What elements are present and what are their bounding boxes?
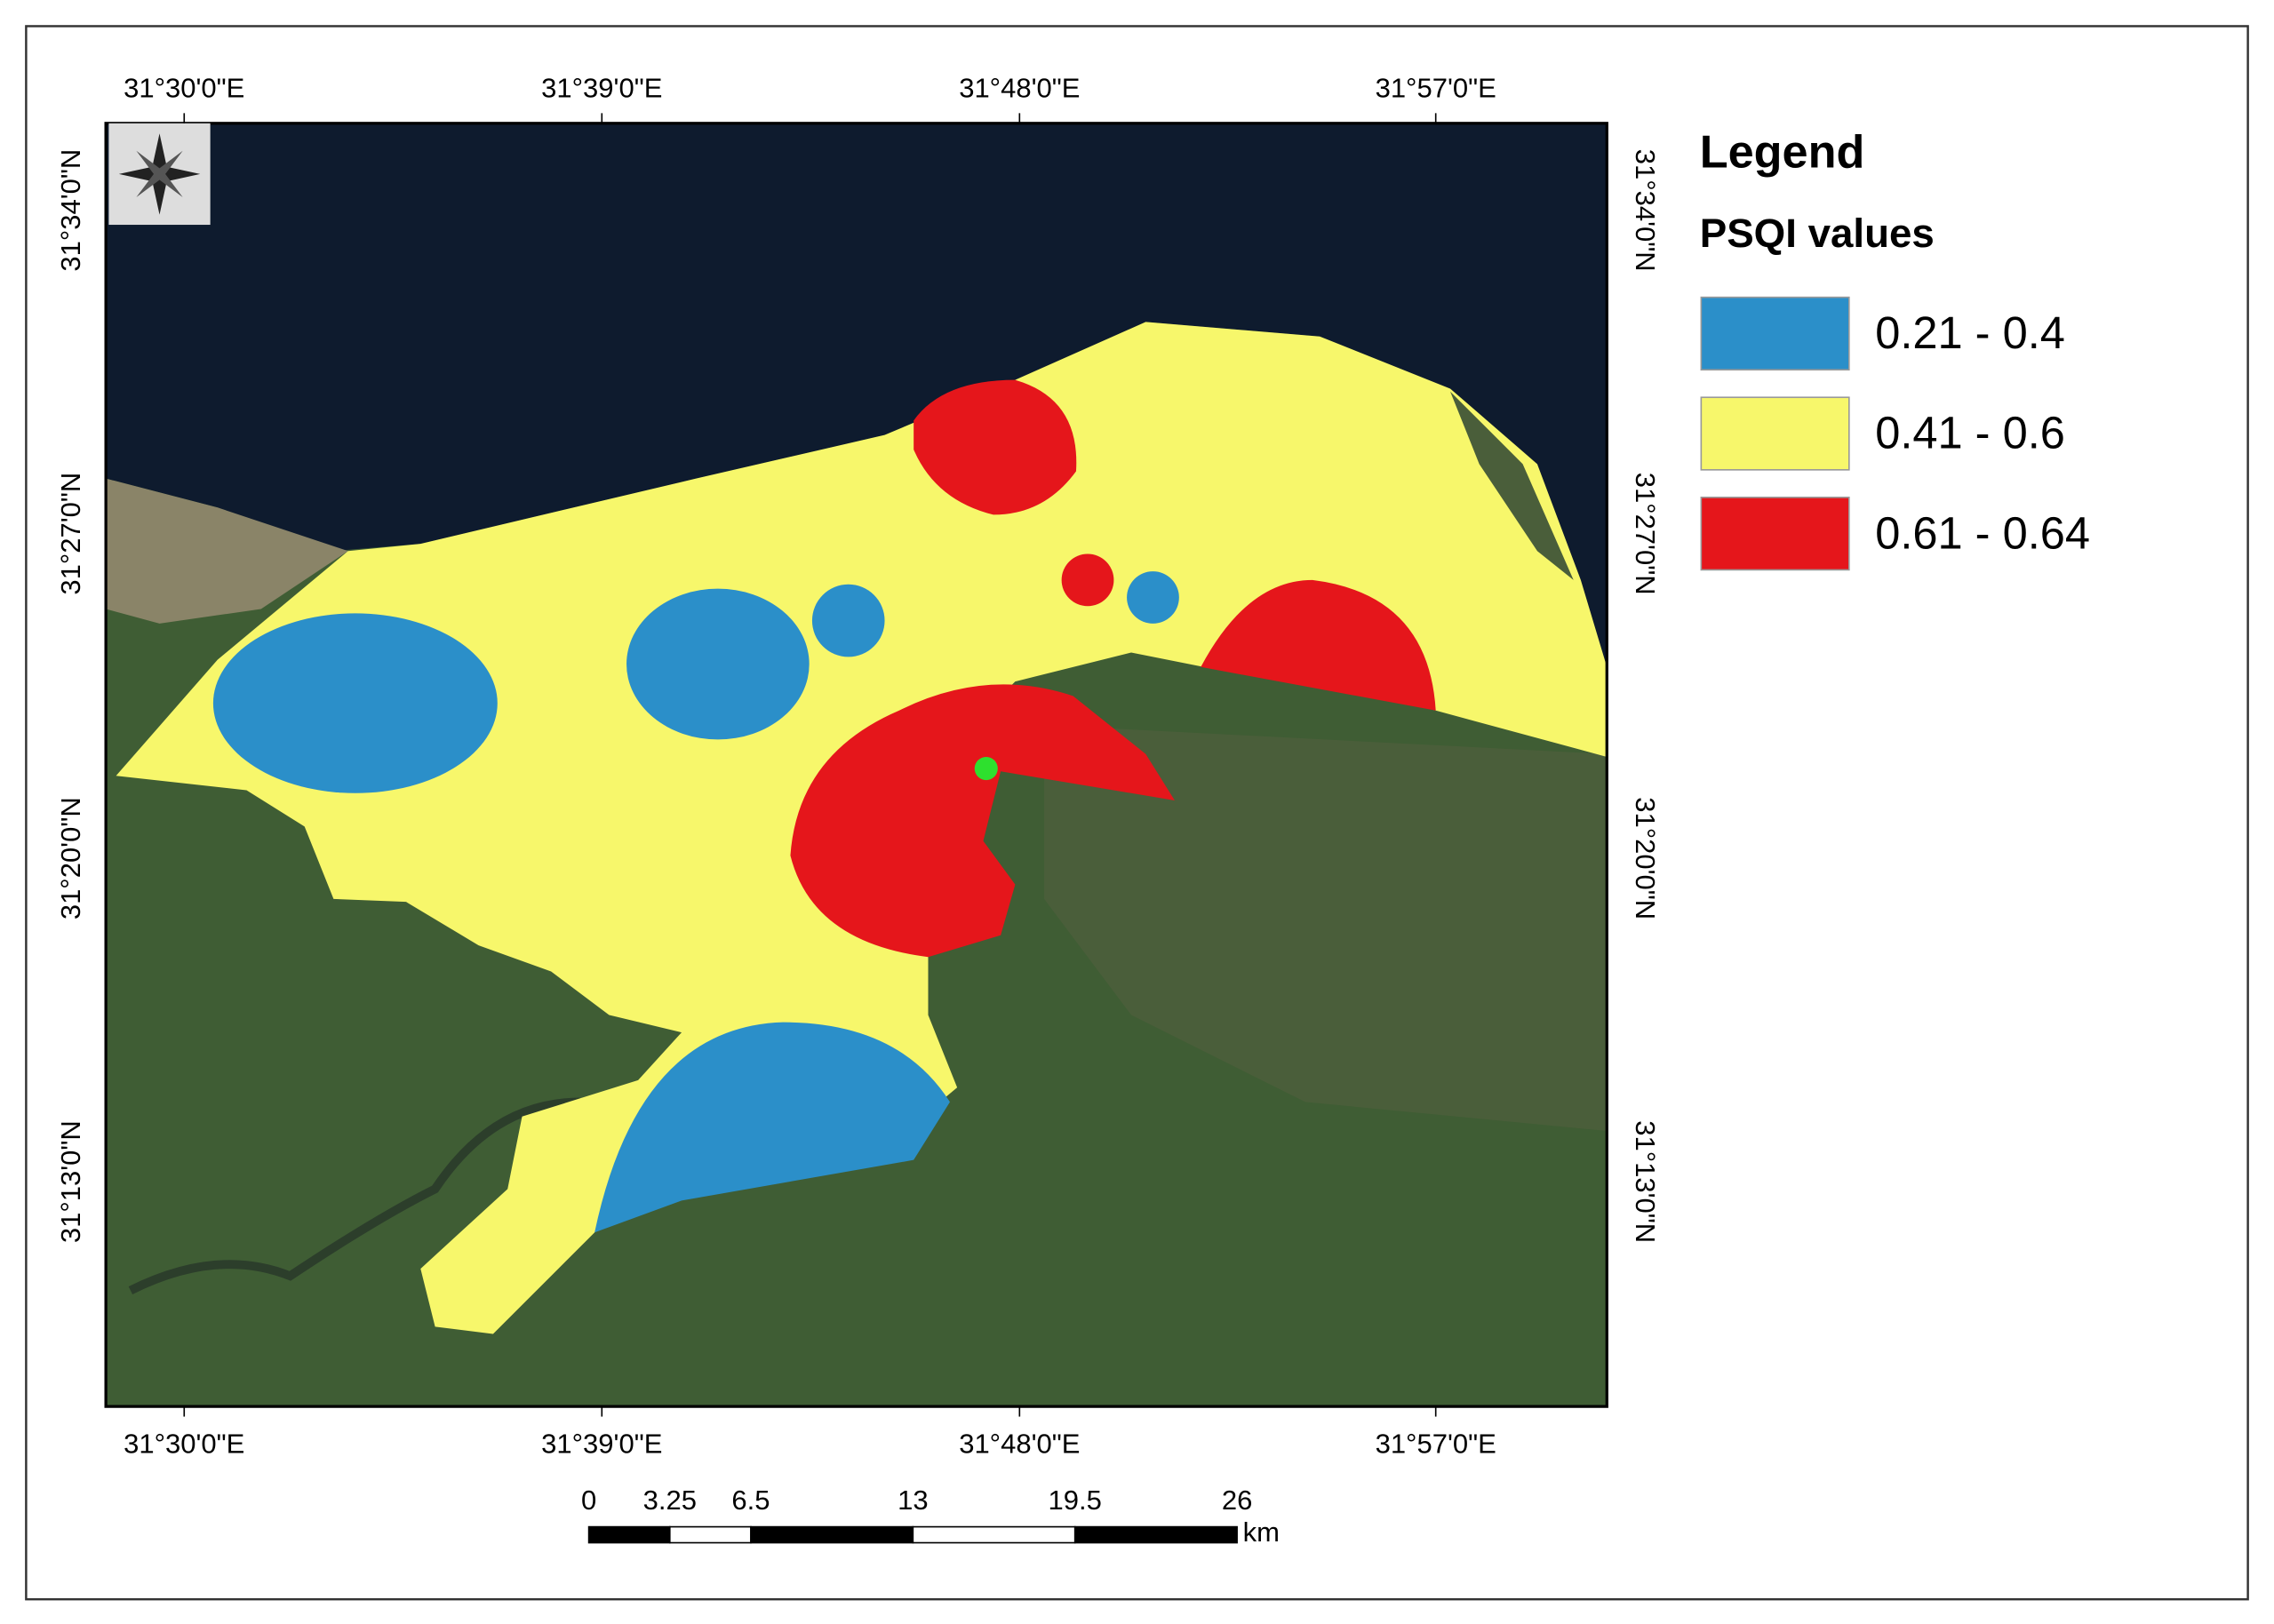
latitude-label: 31°27'0"N [55, 473, 86, 595]
longitude-label: 31°48'0"E [959, 1428, 1080, 1459]
scale-segment [587, 1525, 671, 1544]
map-frame [104, 122, 1608, 1408]
psqi-zone [1127, 571, 1179, 624]
psqi-zone [1061, 553, 1114, 607]
scale-segment [668, 1525, 752, 1544]
legend-swatch [1700, 497, 1850, 571]
longitude-label: 31°57'0"E [1376, 72, 1496, 103]
legend-title: Legend [1700, 126, 1865, 178]
longitude-label: 31°39'0"E [541, 72, 662, 103]
psqi-zone [594, 1022, 950, 1233]
marker [974, 756, 998, 781]
frame-border [104, 122, 1608, 1408]
psqi-zone [790, 684, 1175, 958]
psqi-zone [914, 379, 1077, 515]
psqi-zone [212, 613, 498, 793]
psqi-zone [1201, 579, 1436, 711]
latitude-label: 31°20'0"N [55, 797, 86, 919]
wetland [1044, 725, 1608, 1132]
scale-segment [1073, 1525, 1238, 1544]
scale-label: 13 [898, 1485, 928, 1516]
scale-label: 6.5 [731, 1485, 770, 1516]
legend-swatch [1700, 396, 1850, 471]
scale-label: 26 [1222, 1485, 1252, 1516]
sea [106, 123, 1608, 682]
psqi-zone [626, 588, 810, 740]
scale-unit: km [1243, 1517, 1280, 1548]
latitude-label: 31°34'0"N [1630, 149, 1661, 272]
coast-town [106, 478, 348, 624]
scale-segment [912, 1525, 1076, 1544]
longitude-label: 31°30'0"E [124, 1428, 244, 1459]
psqi-zone [811, 584, 885, 657]
longitude-label: 31°57'0"E [1376, 1428, 1496, 1459]
scale-label: 19.5 [1049, 1485, 1102, 1516]
legend-label: 0.61 - 0.64 [1875, 507, 2090, 558]
legend-subtitle: PSQI values [1700, 211, 1935, 256]
north-arrow [108, 123, 211, 226]
latitude-label: 31°20'0"N [1630, 797, 1661, 919]
scale-label: 0 [581, 1485, 596, 1516]
legend-label: 0.41 - 0.6 [1875, 408, 2065, 458]
latitude-label: 31°13'0"N [1630, 1120, 1661, 1243]
latitude-label: 31°27'0"N [1630, 473, 1661, 595]
longitude-label: 31°30'0"E [124, 72, 244, 103]
island [1450, 391, 1574, 580]
legend-swatch [1700, 296, 1850, 371]
scale-label: 3.25 [643, 1485, 697, 1516]
longitude-label: 31°39'0"E [541, 1428, 662, 1459]
scale-segment [750, 1525, 914, 1544]
latitude-label: 31°34'0"N [55, 149, 86, 272]
longitude-label: 31°48'0"E [959, 72, 1080, 103]
latitude-label: 31°13'0"N [55, 1120, 86, 1243]
river [128, 1097, 580, 1294]
legend-label: 0.21 - 0.4 [1875, 307, 2065, 358]
